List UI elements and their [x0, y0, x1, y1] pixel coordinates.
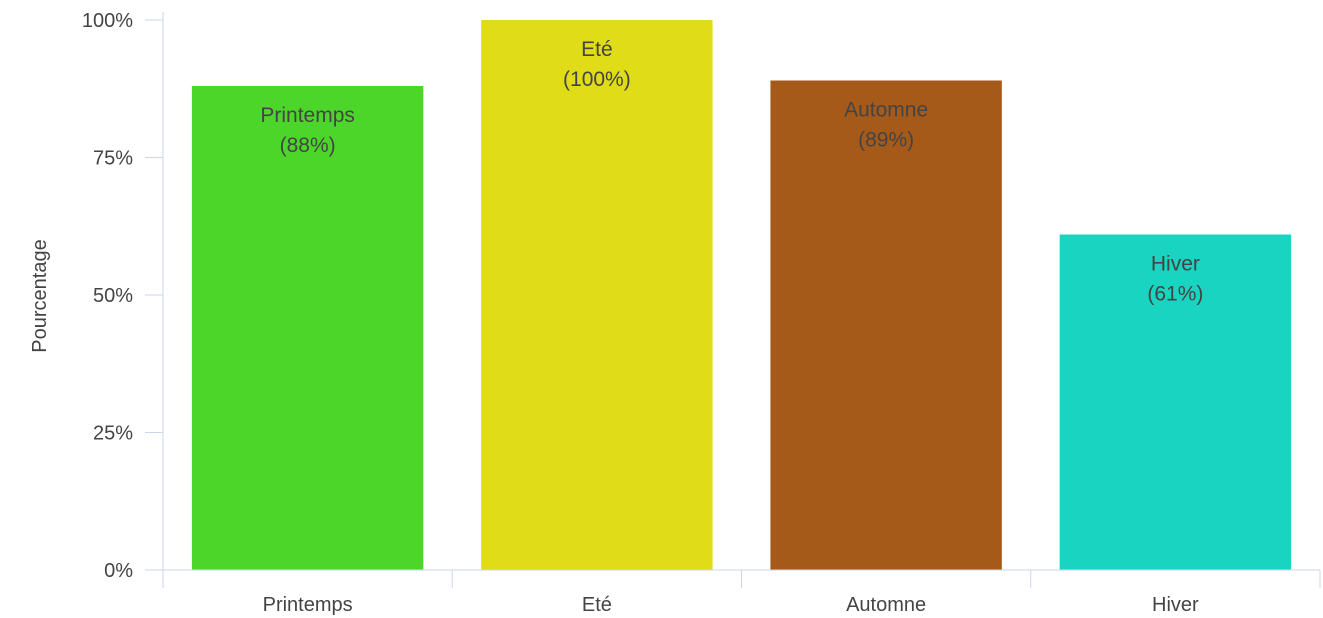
- bar-value-label: (89%): [858, 129, 914, 152]
- bar-category-label: Eté: [581, 38, 613, 61]
- y-tick-label: 0%: [104, 560, 133, 582]
- bar[interactable]: [1059, 234, 1292, 571]
- bar[interactable]: [770, 80, 1002, 571]
- x-tick-label: Hiver: [1152, 594, 1199, 616]
- bars-group: Printemps (88%) Eté (100%) Automne (89%) Hiver…: [191, 20, 1292, 571]
- x-tick-label: Automne: [846, 594, 926, 616]
- y-tick-label: 50%: [93, 285, 133, 307]
- bar-value-label: (61%): [1147, 283, 1203, 306]
- y-tick-label: 75%: [93, 148, 133, 170]
- bar[interactable]: [481, 20, 713, 570]
- y-axis-title: Pourcentage: [29, 239, 51, 352]
- bar-value-label: (100%): [563, 68, 631, 91]
- x-axis: Printemps Eté Automne Hiver: [145, 569, 1321, 616]
- bar-value-label: (88%): [280, 134, 336, 157]
- y-tick-label: 25%: [93, 423, 133, 445]
- x-tick-label: Eté: [582, 594, 612, 616]
- bar-category-label: Automne: [844, 99, 928, 122]
- bar[interactable]: [191, 86, 424, 570]
- y-tick-label: 100%: [82, 10, 133, 32]
- bar-category-label: Hiver: [1151, 253, 1200, 276]
- bar-category-label: Printemps: [260, 104, 355, 127]
- y-axis: 0% 25% 50% 75% 100% Pourcentage: [29, 10, 164, 582]
- x-tick-label: Printemps: [263, 594, 353, 616]
